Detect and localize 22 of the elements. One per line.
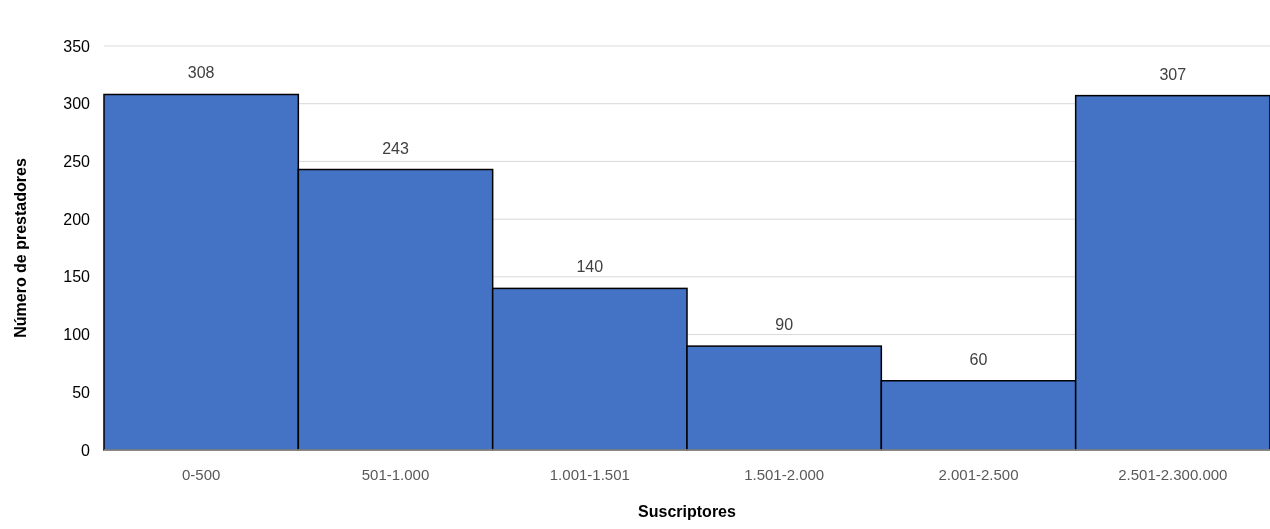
x-tick-label: 0-500 [181,466,221,483]
x-tick-label: 501-1.000 [361,466,430,483]
y-tick-label: 350 [63,37,91,55]
y-tick-label: 200 [63,210,91,228]
data-label: 90 [775,316,794,334]
x-tick-label: 2.001-2.500 [938,466,1019,483]
x-tick-label: 2.501-2.300.000 [1118,466,1228,483]
x-axis-title: Suscriptores [638,503,737,520]
data-label: 243 [382,139,409,157]
y-tick-label: 0 [81,441,91,459]
data-label: 140 [576,258,604,276]
y-axis-title: Número de prestadores [12,158,29,338]
y-tick-label: 100 [63,326,91,344]
data-label: 60 [969,350,988,368]
y-tick-label: 150 [63,268,91,286]
y-tick-label: 50 [72,383,91,401]
data-label: 307 [1159,65,1187,83]
x-tick-label: 1.001-1.501 [549,466,630,483]
y-tick-label: 250 [63,153,91,171]
x-tick-label: 1.501-2.000 [744,466,825,483]
data-label: 308 [187,64,215,82]
y-tick-label: 300 [63,95,91,113]
